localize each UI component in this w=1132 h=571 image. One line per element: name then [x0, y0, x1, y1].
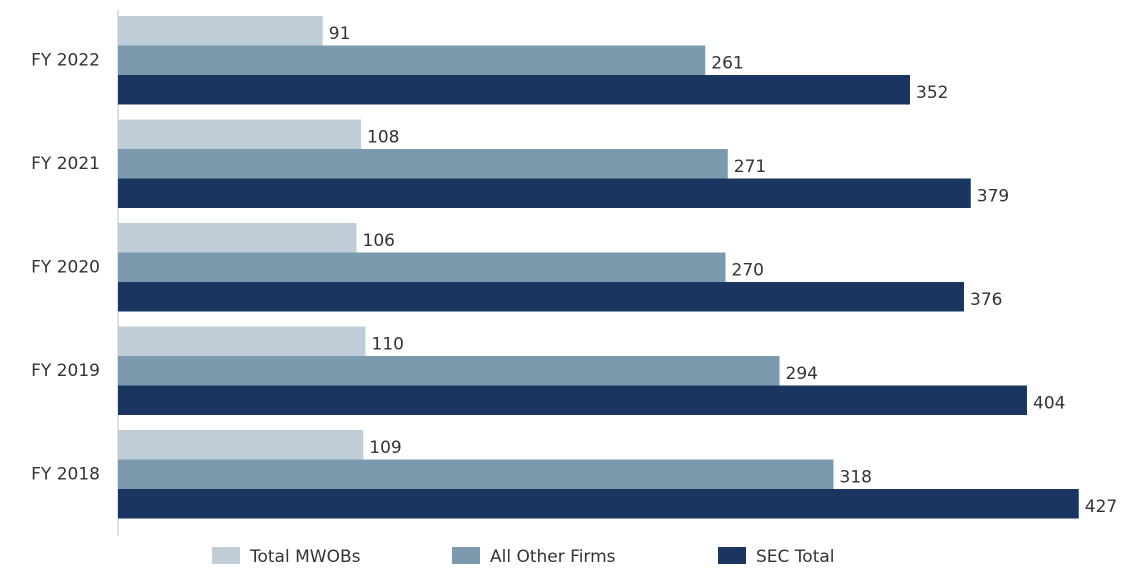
y-tick-label: FY 2020 [31, 257, 100, 277]
bar [118, 326, 366, 356]
legend-label: Total MWOBs [249, 547, 361, 567]
value-label: 271 [734, 157, 766, 177]
value-label: 294 [786, 364, 818, 384]
y-tick-label: FY 2019 [31, 361, 100, 381]
bar [118, 223, 357, 253]
legend-swatch [212, 547, 240, 564]
bar [118, 489, 1079, 519]
value-label: 352 [916, 83, 948, 103]
bar [118, 45, 706, 75]
value-label: 427 [1085, 497, 1117, 517]
bar [118, 385, 1027, 415]
y-tick-label: FY 2022 [31, 50, 100, 70]
value-label: 108 [367, 127, 399, 147]
value-label: 91 [329, 24, 351, 44]
value-label: 376 [970, 290, 1002, 310]
legend-label: All Other Firms [490, 547, 616, 567]
y-tick-label: FY 2021 [31, 154, 100, 174]
legend-swatch [452, 547, 480, 564]
value-label: 404 [1033, 393, 1065, 413]
bar [118, 459, 834, 489]
bar [118, 282, 964, 312]
value-label: 270 [732, 260, 764, 280]
bar [118, 75, 910, 105]
bar [118, 149, 728, 179]
bar [118, 356, 780, 386]
value-label: 261 [711, 53, 743, 73]
value-label: 109 [369, 438, 401, 458]
bar [118, 16, 323, 46]
legend-swatch [718, 547, 746, 564]
value-label: 379 [977, 186, 1009, 206]
value-label: 318 [840, 467, 872, 487]
bar [118, 252, 726, 282]
bar [118, 119, 361, 149]
legend-label: SEC Total [756, 547, 835, 567]
bar [118, 178, 971, 208]
y-tick-label: FY 2018 [31, 464, 100, 484]
value-label: 106 [363, 231, 395, 251]
bar [118, 430, 364, 460]
value-label: 110 [372, 334, 404, 354]
